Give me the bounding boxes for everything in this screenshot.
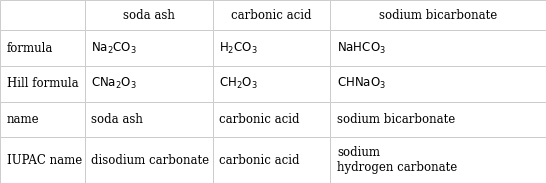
- Text: $\mathrm{CNa_2O_3}$: $\mathrm{CNa_2O_3}$: [91, 76, 137, 91]
- Bar: [330, 0, 546, 30]
- Text: Hill formula: Hill formula: [7, 77, 78, 90]
- Bar: [0, 102, 85, 137]
- Bar: [330, 102, 546, 137]
- Bar: [213, 137, 330, 183]
- Text: soda ash: soda ash: [123, 9, 175, 22]
- Text: $\mathrm{CH_2O_3}$: $\mathrm{CH_2O_3}$: [219, 76, 258, 91]
- Text: $\mathrm{Na_2CO_3}$: $\mathrm{Na_2CO_3}$: [91, 40, 137, 56]
- Bar: [85, 66, 213, 102]
- Text: name: name: [7, 113, 39, 126]
- Text: sodium bicarbonate: sodium bicarbonate: [379, 9, 497, 22]
- Text: formula: formula: [7, 42, 53, 55]
- Bar: [0, 0, 85, 30]
- Text: carbonic acid: carbonic acid: [219, 154, 300, 167]
- Bar: [0, 137, 85, 183]
- Text: disodium carbonate: disodium carbonate: [91, 154, 209, 167]
- Bar: [85, 30, 213, 66]
- Text: $\mathrm{H_2CO_3}$: $\mathrm{H_2CO_3}$: [219, 40, 258, 56]
- Bar: [85, 0, 213, 30]
- Bar: [213, 66, 330, 102]
- Bar: [330, 66, 546, 102]
- Text: sodium
hydrogen carbonate: sodium hydrogen carbonate: [337, 146, 457, 174]
- Bar: [85, 102, 213, 137]
- Bar: [330, 30, 546, 66]
- Text: IUPAC name: IUPAC name: [7, 154, 82, 167]
- Text: carbonic acid: carbonic acid: [232, 9, 312, 22]
- Bar: [85, 137, 213, 183]
- Bar: [213, 30, 330, 66]
- Bar: [213, 102, 330, 137]
- Text: carbonic acid: carbonic acid: [219, 113, 300, 126]
- Bar: [330, 137, 546, 183]
- Text: sodium bicarbonate: sodium bicarbonate: [337, 113, 455, 126]
- Text: soda ash: soda ash: [91, 113, 143, 126]
- Text: $\mathrm{NaHCO_3}$: $\mathrm{NaHCO_3}$: [337, 40, 386, 56]
- Bar: [213, 0, 330, 30]
- Bar: [0, 66, 85, 102]
- Bar: [0, 30, 85, 66]
- Text: $\mathrm{CHNaO_3}$: $\mathrm{CHNaO_3}$: [337, 76, 386, 91]
